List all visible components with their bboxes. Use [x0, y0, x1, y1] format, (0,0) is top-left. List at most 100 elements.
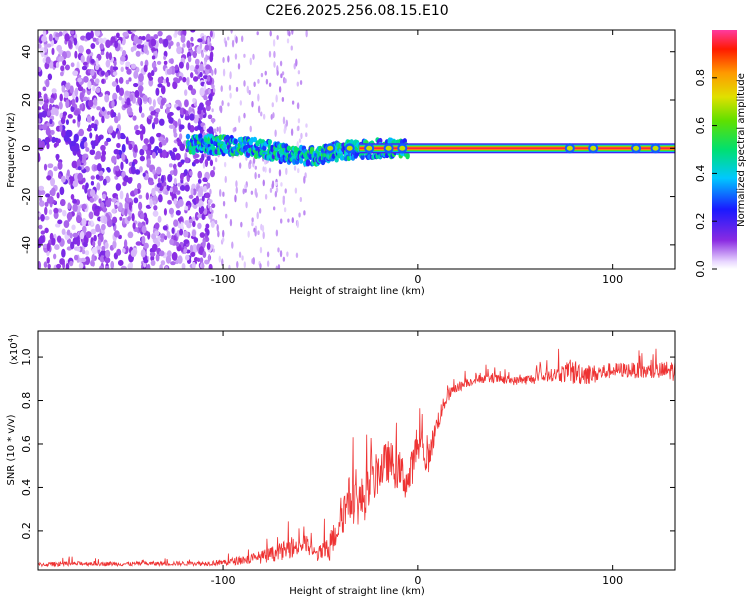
spectrogram-cell — [150, 259, 156, 266]
spectrogram-cell — [214, 219, 218, 225]
spectrogram-cell — [211, 118, 215, 124]
spectrogram-cell — [59, 124, 63, 133]
spectrogram-cell — [151, 122, 156, 130]
spectrogram-panel: -100 0 100 -40 -20 0 20 40 Height of straight l… — [6, 29, 676, 297]
spectrogram-cell — [276, 35, 279, 40]
spectrogram-cell — [106, 110, 111, 115]
spectrogram-cell — [53, 166, 58, 172]
spectrogram-cell — [110, 260, 115, 269]
spectrogram-cell — [187, 84, 193, 91]
spectrogram-cell — [168, 124, 175, 129]
colorbar-tick-label: 0.4 — [694, 165, 707, 183]
spectrogram-cell — [268, 167, 272, 174]
spectrogram-cell — [190, 72, 194, 79]
spectrogram-cell — [49, 97, 55, 104]
spectrogram-cell — [174, 64, 179, 71]
spectrogram-cell — [285, 119, 289, 127]
spectrogram-cell — [160, 237, 165, 243]
spectrogram-cell — [100, 70, 105, 76]
spectrogram-cell — [268, 82, 272, 87]
spectrogram-cell — [100, 154, 106, 163]
spectrogram-cell — [86, 55, 90, 65]
spectrogram-cell — [93, 97, 98, 106]
spectrogram-cell — [194, 211, 200, 221]
spectrogram-cell — [209, 206, 212, 212]
spectrogram-cell — [293, 165, 297, 171]
spectrogram-cell — [176, 46, 182, 55]
spectrogram-cell — [260, 72, 264, 78]
spectrogram-cell — [176, 182, 182, 187]
spectrogram-cell — [42, 86, 47, 92]
spectrogram-cell — [246, 85, 250, 94]
spectrogram-cell — [291, 30, 294, 35]
spectrogram-cell — [38, 112, 45, 118]
spectrogram-cell — [117, 130, 121, 140]
spectrogram-cell — [38, 224, 43, 230]
spectrogram-cell — [72, 203, 78, 212]
spectrogram-cell — [133, 70, 139, 79]
spectrogram-cell — [83, 141, 88, 149]
spectrogram-cell — [280, 182, 283, 187]
spectrogram-cell — [252, 136, 258, 143]
spectrogram-cell — [202, 239, 206, 248]
spectrogram-cell — [94, 30, 101, 37]
spectrogram-cell — [208, 44, 212, 52]
spectrogram-cell — [77, 86, 84, 92]
spectrogram-cell — [101, 223, 106, 231]
spectrogram-cell — [64, 33, 70, 42]
spectrogram-cell — [177, 217, 183, 222]
spectrogram-cell — [61, 228, 66, 235]
spectrogram-cell — [44, 227, 49, 234]
spectrogram-cell — [256, 211, 259, 220]
spectrogram-cell — [55, 61, 60, 68]
spectrogram-cell — [119, 216, 123, 221]
spectrogram-cell — [90, 180, 95, 186]
spectrogram-cell — [120, 161, 124, 171]
spectrogram-cell — [154, 222, 160, 230]
spectrogram-cell — [173, 198, 177, 205]
spectrogram-cell — [104, 140, 109, 146]
spectrogram-cell — [264, 166, 267, 173]
spectrogram-cell — [82, 61, 88, 66]
spectrogram-cell — [154, 146, 160, 151]
spectrogram-cell — [184, 116, 190, 121]
spectrogram-cell — [286, 38, 290, 44]
spectrogram-heatmap — [38, 30, 675, 269]
spectrogram-cell — [107, 126, 114, 134]
spectrogram-cell — [114, 204, 118, 210]
spectrogram-cell — [118, 95, 123, 101]
spectrogram-cell — [74, 50, 78, 59]
spectrogram-cell — [99, 201, 105, 209]
spectrogram-cell — [78, 128, 85, 137]
spectrogram-cell — [172, 81, 178, 90]
spectrogram-cell — [104, 265, 110, 269]
spectrogram-cell — [202, 162, 206, 169]
spectrogram-xtick-label: -100 — [211, 273, 236, 286]
spectrogram-cell — [209, 54, 214, 63]
spectrogram-cell — [171, 227, 175, 234]
spectrogram-cell — [140, 112, 145, 118]
spectrogram-cell — [211, 203, 216, 209]
spectrogram-cell — [247, 230, 250, 238]
spectrogram-cell — [151, 55, 156, 60]
spectrogram-cell — [203, 185, 207, 193]
spectrogram-cell — [128, 143, 133, 151]
spectrogram-cell — [297, 168, 300, 174]
spectrogram-cell — [175, 99, 181, 105]
spectrogram-cell — [91, 141, 96, 150]
spectrogram-cell — [41, 35, 48, 43]
spectrogram-cell — [262, 113, 266, 120]
spectrogram-cell — [173, 167, 178, 177]
spectrogram-cell — [108, 52, 112, 61]
colorbar-tick-label: 0.8 — [694, 69, 707, 87]
spectrogram-cell — [211, 209, 214, 214]
spectrogram-cell — [262, 231, 265, 240]
spectrogram-cell — [305, 160, 311, 167]
spectrogram-cell — [158, 37, 163, 44]
spectrogram-cell — [63, 91, 69, 99]
spectrogram-cell — [66, 169, 70, 177]
spectrogram-cell — [83, 76, 89, 83]
spectrogram-cell — [46, 175, 52, 181]
spectrogram-cell — [279, 60, 283, 67]
spectrogram-cell — [253, 81, 256, 88]
